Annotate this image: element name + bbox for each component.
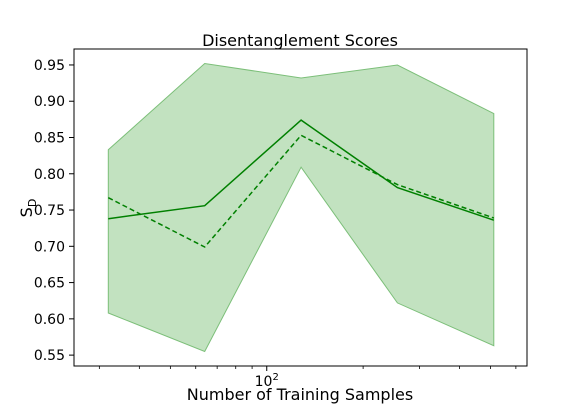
y-axis-label-main: S <box>17 207 36 217</box>
x-axis-label: Number of Training Samples <box>187 385 413 404</box>
y-tick-label: 0.70 <box>34 239 65 255</box>
confidence-band <box>107 62 495 353</box>
y-tick-label: 0.90 <box>34 94 65 110</box>
plot-area <box>107 62 495 353</box>
plot-frame <box>73 48 528 367</box>
axes: 0.55 0.60 0.65 0.70 0.75 0.80 0.85 0.90 0.95 102 <box>34 48 528 390</box>
y-axis-label: SD <box>17 199 39 218</box>
series-line-dashed <box>107 134 495 248</box>
y-tick-label: 0.75 <box>34 203 65 219</box>
y-tick-label: 0.85 <box>34 130 65 146</box>
series-line-solid <box>108 119 495 221</box>
y-tick-label: 0.80 <box>34 167 65 183</box>
x-tick-label: 102 <box>255 372 279 390</box>
y-tick-label: 0.60 <box>34 312 65 328</box>
y-tick-label: 0.55 <box>34 348 65 364</box>
y-tick-label: 0.95 <box>34 58 65 74</box>
chart-title: Disentanglement Scores <box>202 31 398 50</box>
y-tick-label: 0.65 <box>34 276 65 292</box>
y-axis-label-sub: D <box>26 199 39 207</box>
